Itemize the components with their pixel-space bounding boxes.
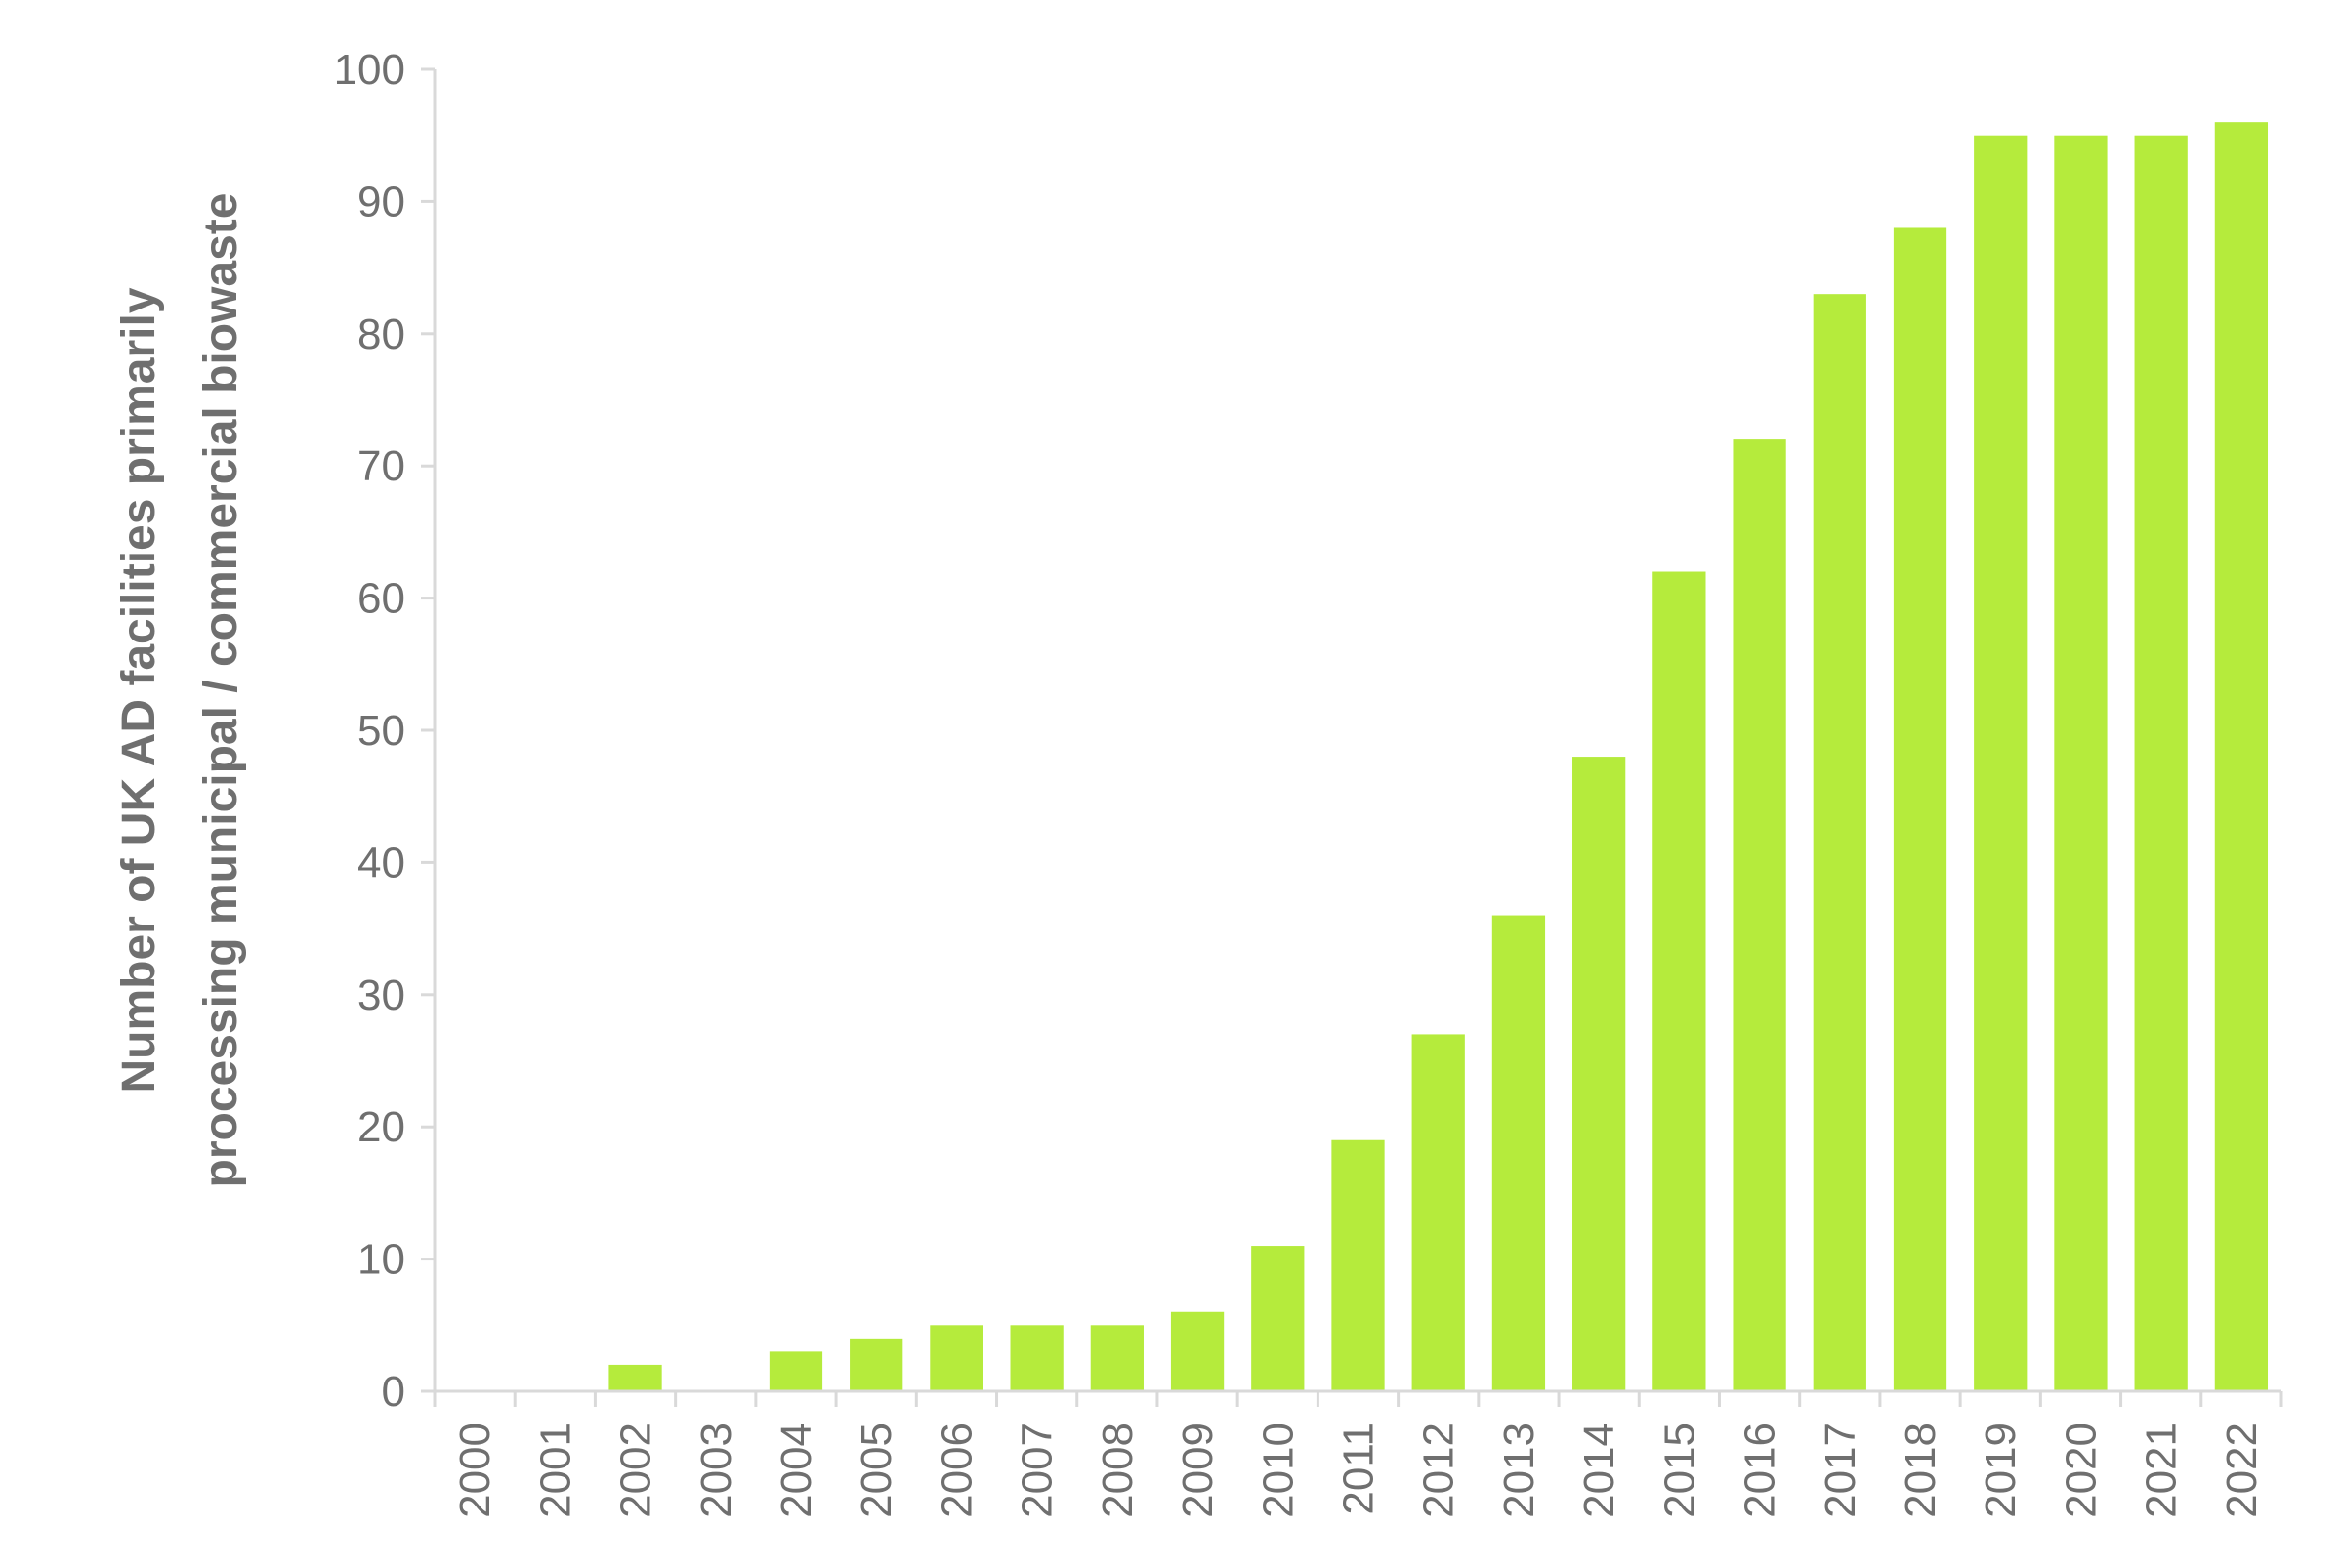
y-tick-label-90: 90 <box>357 178 405 226</box>
bar-2020 <box>2054 135 2108 1392</box>
x-tick-label-2017: 2017 <box>1817 1423 1864 1518</box>
y-tick-label-10: 10 <box>357 1236 405 1284</box>
y-tick-label-30: 30 <box>357 971 405 1019</box>
bar-2014 <box>1572 757 1626 1391</box>
y-tick-label-80: 80 <box>357 310 405 358</box>
y-tick-label-50: 50 <box>357 707 405 755</box>
x-tick-label-2001: 2001 <box>531 1423 579 1518</box>
bar-2009 <box>1170 1311 1225 1391</box>
y-axis-label-line-2: processing municipal / commercial biowas… <box>195 193 247 1188</box>
bar-2004 <box>769 1351 823 1391</box>
y-tick-label-20: 20 <box>357 1103 405 1151</box>
bar-2002 <box>608 1364 662 1391</box>
x-tick-label-2008: 2008 <box>1094 1423 1142 1518</box>
y-tick-label-100: 100 <box>334 46 405 94</box>
x-axis-ticks: 2000 2001 2002 2003 2004 2005 2006 2007 2008 2009… <box>433 1391 2283 1518</box>
y-tick-label-0: 0 <box>382 1368 405 1416</box>
x-tick-label-2004: 2004 <box>773 1423 820 1518</box>
x-tick-label-2022: 2022 <box>2218 1423 2266 1518</box>
bar-2021 <box>2134 135 2188 1392</box>
bar-2015 <box>1652 571 1706 1391</box>
x-tick-label-2018: 2018 <box>1897 1423 1945 1518</box>
x-tick-label-2012: 2012 <box>1415 1423 1463 1518</box>
bar-2010 <box>1251 1246 1305 1391</box>
x-tick-label-2016: 2016 <box>1736 1423 1784 1518</box>
bar-2005 <box>850 1338 903 1391</box>
bar-2007 <box>1010 1325 1064 1391</box>
x-tick-label-2019: 2019 <box>1977 1423 2025 1518</box>
bar-2017 <box>1813 294 1866 1392</box>
bar-2012 <box>1411 1034 1465 1391</box>
bar-2016 <box>1733 439 1786 1391</box>
y-tick-label-40: 40 <box>357 839 405 887</box>
bars <box>608 122 2269 1392</box>
bar-2006 <box>930 1325 983 1391</box>
y-tick-label-60: 60 <box>357 575 405 623</box>
x-tick-label-2011: 2011 <box>1335 1423 1383 1515</box>
y-tick-label-70: 70 <box>357 442 405 490</box>
x-tick-label-2005: 2005 <box>853 1423 900 1518</box>
x-tick-label-2007: 2007 <box>1014 1423 1062 1518</box>
x-tick-label-2014: 2014 <box>1575 1423 1623 1518</box>
x-tick-label-2000: 2000 <box>451 1423 499 1518</box>
bar-2013 <box>1491 915 1546 1391</box>
x-tick-label-2015: 2015 <box>1655 1423 1703 1518</box>
bar-2022 <box>2214 122 2269 1391</box>
x-tick-label-2021: 2021 <box>2138 1423 2186 1518</box>
x-tick-label-2009: 2009 <box>1174 1423 1222 1518</box>
y-axis-ticks: 0 10 20 30 40 50 60 70 80 90 100 <box>334 46 435 1416</box>
bar-2008 <box>1090 1325 1144 1391</box>
bar-2019 <box>1974 135 2028 1392</box>
bar-2011 <box>1331 1139 1385 1391</box>
bar-2018 <box>1893 227 1947 1392</box>
x-tick-label-2010: 2010 <box>1254 1423 1302 1518</box>
y-axis-label-line-1: Number of UK AD facilities primarily <box>113 287 165 1093</box>
x-tick-label-2002: 2002 <box>612 1423 660 1518</box>
y-axis-label: Number of UK AD facilities primarily pro… <box>113 193 247 1188</box>
x-tick-label-2006: 2006 <box>933 1423 981 1518</box>
x-tick-label-2013: 2013 <box>1495 1423 1543 1518</box>
x-tick-label-2003: 2003 <box>692 1423 740 1518</box>
x-tick-label-2020: 2020 <box>2057 1423 2105 1518</box>
